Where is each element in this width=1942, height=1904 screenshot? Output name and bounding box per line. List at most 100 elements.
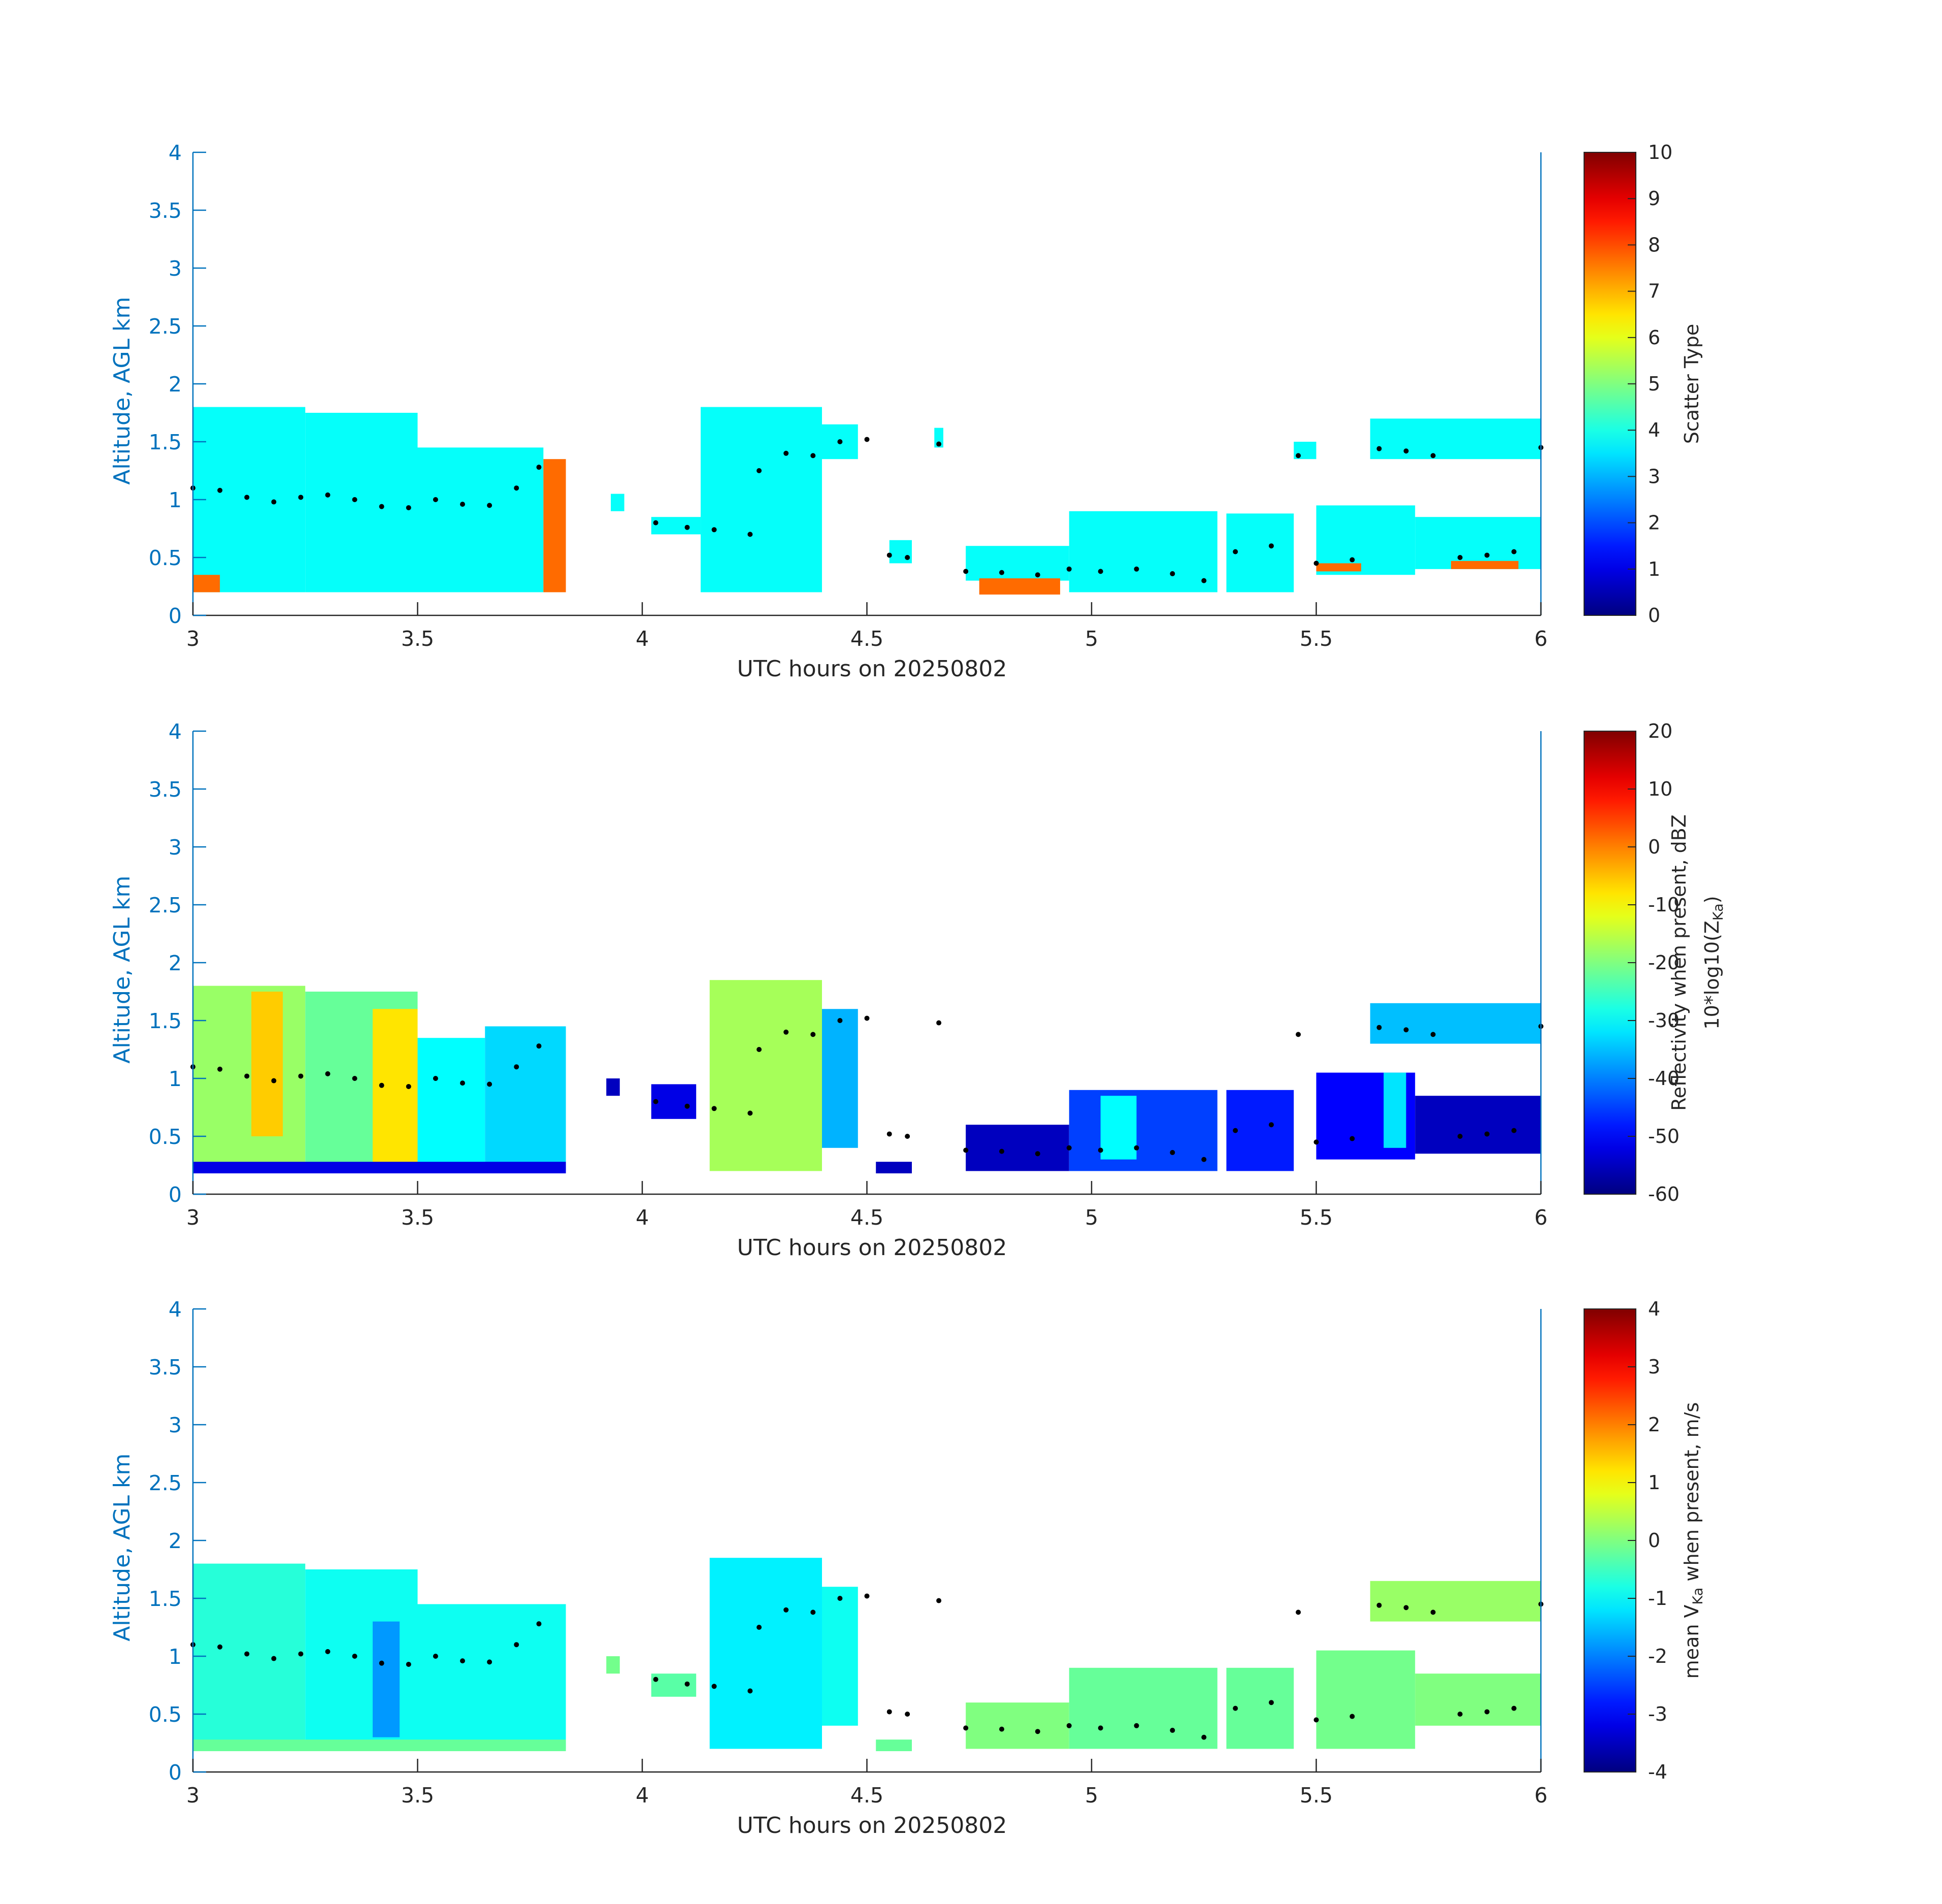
y-tick-label: 2.5 [149, 314, 182, 339]
data-point [244, 495, 250, 500]
heatmap-cell [709, 1558, 822, 1749]
data-point [244, 1073, 250, 1079]
data-point [1457, 555, 1463, 560]
colorbar-label-subscript: Ka [1690, 1588, 1706, 1605]
colorbar-tick-label: 1 [1648, 1471, 1660, 1494]
data-point [536, 465, 542, 470]
x-tick-label: 4.5 [850, 1783, 883, 1808]
colorbar-tick-label: -50 [1648, 1125, 1680, 1147]
heatmap-cell [417, 1038, 485, 1171]
heatmap-cell [1415, 1096, 1541, 1154]
data-point [837, 1018, 843, 1023]
colorbar-tick-label: 1 [1648, 558, 1660, 580]
data-point [963, 569, 969, 574]
y-tick-label: 1 [169, 1067, 182, 1091]
data-point [271, 499, 277, 505]
x-tick-label: 4 [636, 1783, 649, 1808]
colorbar-label-part: mean V [1681, 1604, 1703, 1679]
x-tick-label: 5.5 [1300, 1205, 1333, 1230]
data-point [352, 1076, 357, 1081]
data-point [1430, 453, 1436, 458]
y-tick-label: 3.5 [149, 199, 182, 223]
colorbar-tick-label: -3 [1648, 1703, 1667, 1725]
data-point [837, 439, 843, 444]
heatmap-cell [709, 980, 822, 1171]
colorbar-tick-label: 2 [1648, 1414, 1660, 1436]
data-point [1484, 552, 1490, 558]
colorbar-tick-label: 7 [1648, 280, 1660, 303]
heatmap-cell [1069, 511, 1217, 593]
data-point [1511, 549, 1517, 554]
heatmap-cell [305, 1569, 418, 1749]
data-point [1035, 572, 1040, 578]
heatmap-cell [651, 1084, 697, 1119]
y-tick-label: 0.5 [149, 1125, 182, 1149]
colorbar-tick-label: 20 [1648, 720, 1672, 742]
data-point [1349, 1136, 1355, 1141]
x-tick-label: 5.5 [1300, 1783, 1333, 1808]
data-point [783, 450, 789, 456]
data-point [514, 1064, 519, 1070]
y-tick-label: 1.5 [149, 430, 182, 454]
x-tick-label: 5 [1085, 627, 1098, 651]
data-point [487, 503, 492, 508]
data-point [1134, 566, 1139, 572]
data-point [379, 504, 384, 509]
data-point [325, 492, 331, 498]
x-axis-label: UTC hours on 20250802 [737, 1235, 1007, 1261]
heatmap-cell [701, 407, 822, 593]
data-point [271, 1078, 277, 1084]
y-tick-label: 2.5 [149, 893, 182, 917]
data-point [963, 1725, 969, 1731]
colorbar-tick-label: -2 [1648, 1645, 1667, 1667]
y-tick-label: 3.5 [149, 1355, 182, 1380]
colorbar-tick-label: 3 [1648, 1356, 1660, 1378]
data-point [1269, 543, 1274, 549]
data-point [1098, 1725, 1103, 1731]
heatmap-cell [1069, 1090, 1217, 1171]
y-tick-label: 4 [169, 1297, 182, 1322]
y-tick-label: 0 [169, 604, 182, 628]
data-point [487, 1659, 492, 1665]
y-axis-label: Altitude, AGL km [109, 1454, 135, 1642]
data-point [1170, 1727, 1175, 1733]
colorbar-tick-label: -60 [1648, 1183, 1680, 1205]
colorbar-tick-label: 4 [1648, 1298, 1660, 1320]
data-point [1066, 566, 1072, 572]
heatmap-cell [485, 1026, 566, 1171]
data-point [460, 1080, 465, 1086]
colorbar [1584, 731, 1636, 1195]
x-tick-label: 4.5 [850, 1205, 883, 1230]
panel-3: 0 0.5 1 1.5 2 2.5 3 3.5 4 3 3.5 4 4.5 5 5.5 6 UTC hours … [109, 1297, 1706, 1839]
data-point [1201, 1157, 1207, 1162]
data-point [756, 1625, 762, 1630]
heatmap-cell [934, 428, 943, 448]
heatmap-cell [1415, 1673, 1541, 1726]
data-point [1403, 1605, 1409, 1611]
heatmap-cell [606, 1656, 620, 1674]
x-axis-label: UTC hours on 20250802 [737, 656, 1007, 682]
heatmap-cell [651, 517, 701, 535]
x-tick-label: 3.5 [401, 627, 434, 651]
heatmap-cell [606, 1078, 620, 1096]
colorbar-tick-label: 6 [1648, 326, 1660, 349]
data-point [325, 1649, 331, 1654]
x-tick-label: 6 [1534, 627, 1548, 651]
heatmap-cell [193, 1162, 566, 1173]
y-tick-label: 0 [169, 1760, 182, 1785]
data-point [433, 1076, 438, 1081]
data-point [756, 1047, 762, 1052]
data-point [1170, 571, 1175, 576]
data-point [864, 1593, 870, 1599]
colorbar-tick-label: 8 [1648, 234, 1660, 256]
heatmap-cell [1415, 517, 1541, 569]
data-point [217, 487, 223, 493]
data-point [1170, 1150, 1175, 1155]
y-tick-label: 3 [169, 835, 182, 860]
data-point [999, 570, 1004, 575]
y-tick-label: 4 [169, 141, 182, 165]
x-tick-label: 4.5 [850, 627, 883, 651]
heatmap-cell [1316, 1650, 1416, 1749]
data-point [1349, 1714, 1355, 1719]
data-point [379, 1082, 384, 1088]
